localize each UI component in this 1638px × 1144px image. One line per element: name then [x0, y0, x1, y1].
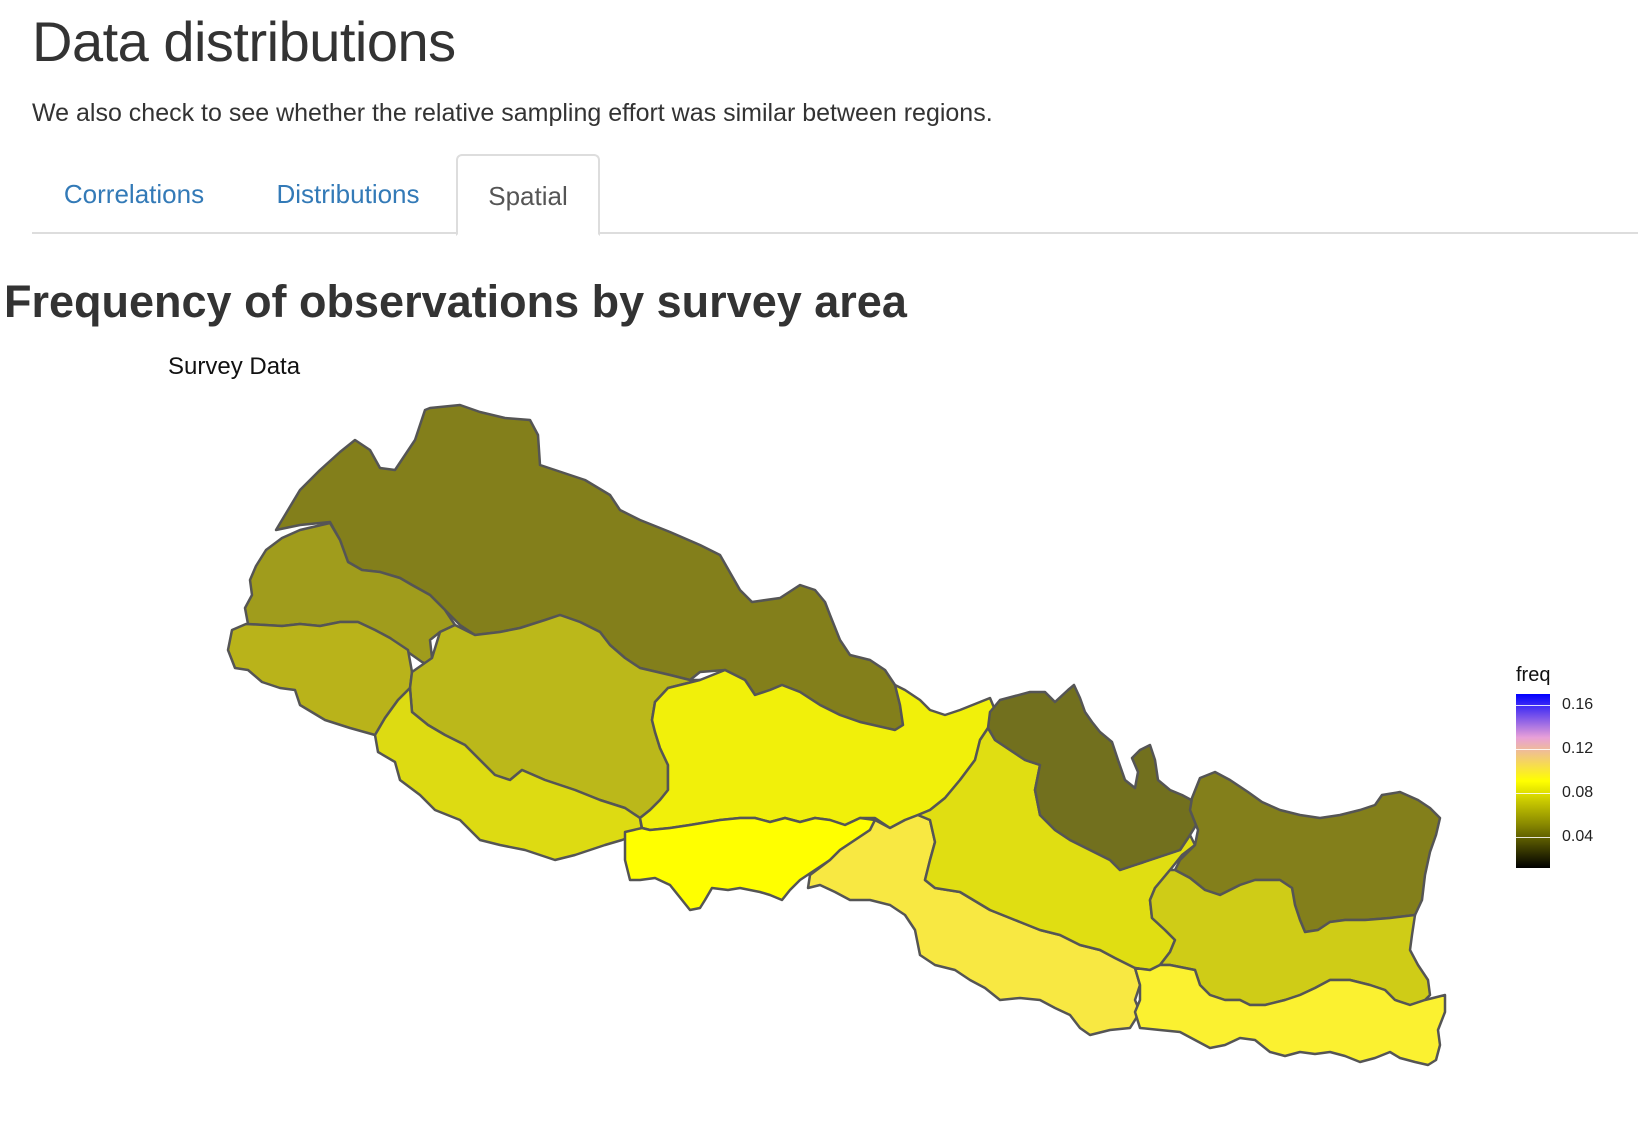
tab-bar: Correlations Distributions Spatial: [32, 154, 1638, 236]
region-eastern-terai[interactable]: [1133, 963, 1447, 1067]
legend-tick-label: 0.04: [1562, 828, 1594, 845]
legend-title: freq: [1516, 664, 1551, 686]
legend-color-bar: [1516, 694, 1550, 868]
legend-tick-label: 0.12: [1562, 740, 1594, 757]
legend-tick-label: 0.16: [1562, 696, 1594, 713]
legend-tick-mark: [1516, 837, 1550, 838]
legend-tick-label: 0.08: [1562, 784, 1594, 801]
legend: freq 0.16 0.12 0.08 0.04: [1510, 662, 1630, 882]
tab-spatial[interactable]: Spatial: [456, 154, 600, 236]
map-svg: [226, 403, 1447, 1067]
region-central-mountain[interactable]: [986, 683, 1202, 872]
choropleth-map: Survey Data: [0, 340, 1638, 1144]
tab-correlations[interactable]: Correlations: [63, 179, 205, 209]
legend-tick-mark: [1516, 705, 1550, 706]
legend-tick-mark: [1516, 793, 1550, 794]
page-title: Data distributions: [32, 10, 456, 73]
section-title: Frequency of observations by survey area: [4, 276, 907, 327]
tab-distributions[interactable]: Distributions: [276, 179, 420, 209]
legend-tick-mark: [1516, 749, 1550, 750]
map-title: Survey Data: [168, 353, 301, 380]
intro-text: We also check to see whether the relativ…: [32, 99, 993, 127]
